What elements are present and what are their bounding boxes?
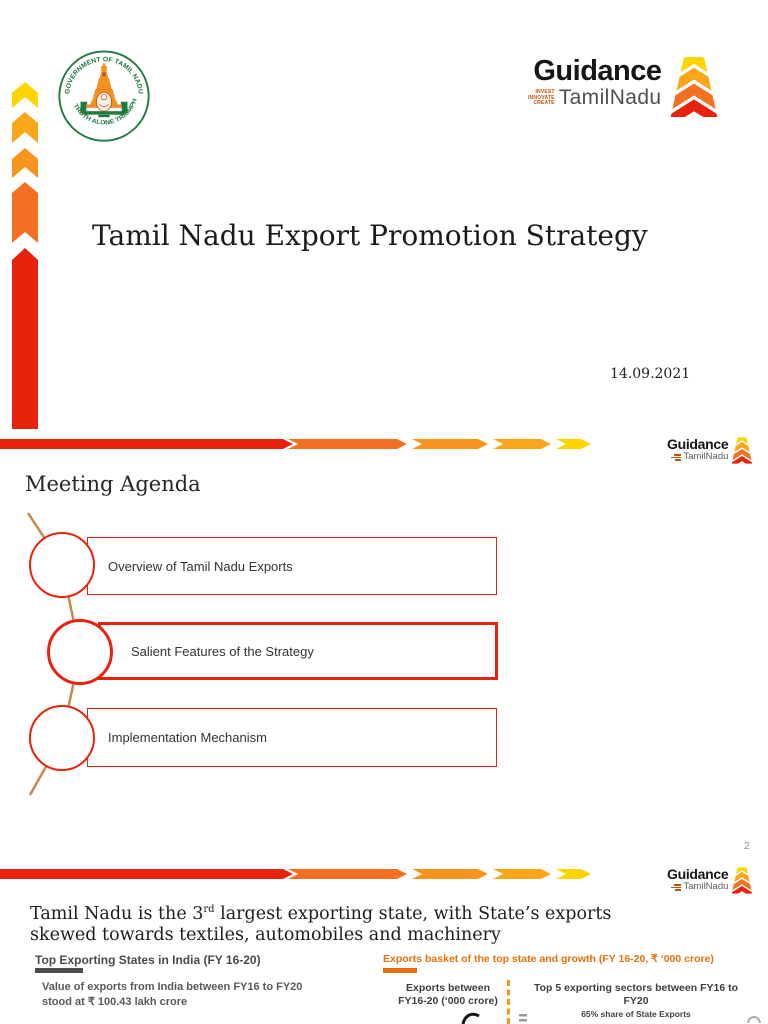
slide-title: Tamil Nadu is the 3rd largest exporting …	[30, 899, 740, 947]
agenda-item-box: Salient Features of the Strategy	[98, 622, 498, 680]
header-arrow-bar	[0, 869, 591, 879]
guidance-logo-tagline: INVEST INNOVATE CREATE	[528, 89, 555, 107]
exports-between-column-header: Exports between FY16-20 (‘000 crore)	[388, 982, 508, 1008]
guidance-logo-tagline-mark	[670, 454, 681, 461]
slide-title-part1: Tamil Nadu is the 3	[30, 903, 204, 924]
tn-government-emblem-icon: GOVERNMENT OF TAMIL NADU TRUTH ALONE TRI…	[57, 48, 150, 142]
slide-title-part2: largest exporting state, with State’s ex…	[214, 903, 612, 924]
slide-title-line2: skewed towards textiles, automobiles and…	[30, 925, 501, 946]
guidance-logo-title: Guidance	[667, 866, 729, 882]
right-panel-heading-underline	[383, 968, 417, 973]
exports-value-line1: Value of exports from India between FY16…	[42, 981, 303, 993]
state-exports-share-note: 65% share of State Exports	[581, 1009, 691, 1019]
page-number: 2	[744, 840, 750, 852]
guidance-logo-title: Guidance	[667, 436, 729, 452]
guidance-logo-subtitle: TamilNadu	[683, 881, 729, 892]
cut-off-chart-fragments	[461, 1012, 761, 1024]
top5-sectors-line1: Top 5 exporting sectors between FY16 to	[533, 982, 738, 994]
agenda-heading: Meeting Agenda	[25, 472, 201, 496]
chart-fragment-arrow-curve	[461, 1012, 480, 1024]
chart-fragment-arc	[747, 1016, 761, 1024]
guidance-logo-chevron-icon	[732, 437, 753, 464]
guidance-logo-small: Guidance TamilNadu	[667, 437, 753, 464]
left-chevron-arrow-decoration	[12, 82, 38, 429]
header-arrow-bar	[0, 439, 591, 449]
guidance-logo-subtitle: TamilNadu	[683, 451, 729, 462]
guidance-logo-small: Guidance TamilNadu	[667, 867, 753, 894]
guidance-logo-title: Guidance	[533, 55, 662, 87]
slide-title-superscript: rd	[203, 904, 215, 915]
top5-sectors-column-header: Top 5 exporting sectors between FY16 to …	[514, 982, 758, 1008]
agenda-step-circle	[29, 705, 95, 771]
agenda-item-label: Overview of Tamil Nadu Exports	[108, 558, 293, 574]
guidance-logo: Guidance INVEST INNOVATE CREATE TamilNad…	[528, 57, 719, 117]
left-panel-heading-underline	[35, 968, 83, 973]
guidance-logo-chevron-icon	[670, 57, 717, 117]
presentation-date: 14.09.2021	[610, 366, 691, 382]
agenda-step-circle	[47, 619, 113, 685]
right-panel-heading: Exports basket of the top state and grow…	[383, 953, 714, 965]
agenda-item-box: Overview of Tamil Nadu Exports	[87, 537, 497, 595]
guidance-logo-tagline-mark	[670, 884, 681, 891]
exports-between-line2: FY16-20 (‘000 crore)	[398, 995, 498, 1007]
agenda-item-box: Implementation Mechanism	[87, 708, 497, 767]
agenda-item-label: Salient Features of the Strategy	[131, 643, 314, 659]
agenda-step-circle	[29, 532, 95, 598]
exports-value-line2: stood at ₹ 100.43 lakh crore	[42, 996, 188, 1008]
top5-sectors-line2: FY20	[623, 995, 649, 1007]
tagline-create: CREATE	[533, 100, 555, 106]
tagline-innovate: INNOVATE	[528, 94, 555, 101]
dashed-column-divider	[507, 980, 510, 1024]
guidance-logo-chevron-icon	[732, 867, 753, 894]
tagline-invest: INVEST	[535, 89, 555, 95]
exports-between-line1: Exports between	[405, 982, 491, 994]
agenda-item-label: Implementation Mechanism	[108, 730, 267, 745]
left-panel-heading: Top Exporting States in India (FY 16-20)	[35, 953, 261, 967]
emblem-lion-capital-icon	[96, 91, 112, 118]
presentation-title: Tamil Nadu Export Promotion Strategy	[92, 219, 648, 252]
guidance-logo-subtitle: TamilNadu	[558, 86, 662, 109]
exports-value-text: Value of exports from India between FY16…	[42, 980, 302, 1010]
